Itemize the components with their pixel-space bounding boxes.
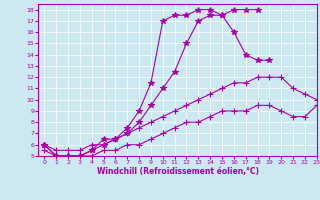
- X-axis label: Windchill (Refroidissement éolien,°C): Windchill (Refroidissement éolien,°C): [97, 167, 259, 176]
